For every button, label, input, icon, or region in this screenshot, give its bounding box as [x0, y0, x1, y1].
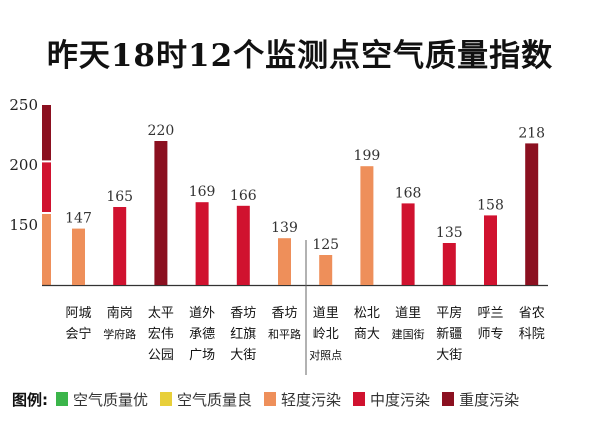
legend-swatch — [56, 392, 68, 406]
y-axis-segment-heavy — [42, 105, 51, 162]
x-tick-label: 香坊 — [271, 306, 297, 321]
x-tick-label: 新疆 — [436, 326, 462, 342]
bar-7 — [360, 166, 374, 285]
bar-2 — [154, 141, 168, 285]
x-tick-label: 和平路 — [268, 328, 301, 341]
bar-6 — [319, 255, 333, 285]
legend-swatch — [264, 392, 277, 406]
x-tick-label: 广场 — [189, 348, 215, 363]
data-label: 218 — [518, 125, 545, 141]
data-label: 139 — [271, 220, 298, 236]
data-label: 220 — [148, 123, 175, 139]
bar-0 — [72, 228, 85, 285]
bar-8 — [401, 203, 415, 285]
y-axis-segment-moderate — [42, 161, 51, 213]
x-tick-label: 承德 — [189, 327, 215, 342]
x-tick-label: 香坊 — [230, 306, 256, 321]
legend-item-moderate: 中度污染 — [353, 389, 430, 410]
x-tick-label: 平房 — [436, 305, 462, 321]
legend-item-heavy: 重度污染 — [442, 389, 519, 410]
x-tick-label: 道里 — [313, 306, 339, 321]
legend-label: 空气质量良 — [177, 390, 253, 409]
x-tick-label: 南岗 — [107, 305, 133, 321]
bar-10 — [484, 215, 497, 285]
legend-label: 中度污染 — [370, 390, 431, 409]
x-tick-label: 建国街 — [392, 327, 425, 341]
bar-3 — [195, 202, 209, 285]
x-tick-label: 道里 — [395, 306, 421, 321]
legend-label: 空气质量优 — [73, 390, 149, 409]
x-tick-label: 商大 — [354, 327, 380, 342]
x-tick-label: 大街 — [230, 348, 256, 363]
x-tick-label: 大街 — [436, 348, 462, 363]
legend-title: 图例: — [12, 390, 48, 409]
y-tick-label: 200 — [9, 156, 38, 174]
x-tick-label: 会宁 — [65, 326, 91, 342]
legend-item-excellent: 空气质量优 — [56, 389, 148, 410]
x-tick-label: 省农 — [519, 306, 545, 321]
legend-item-good: 空气质量良 — [160, 389, 252, 410]
y-tick-label: 250 — [9, 96, 38, 114]
bar-11 — [525, 143, 539, 285]
legend-label: 重度污染 — [459, 390, 520, 409]
data-label: 158 — [477, 197, 504, 213]
y-tick-label: 150 — [9, 216, 38, 234]
data-label: 147 — [65, 211, 92, 227]
data-label: 125 — [312, 237, 339, 253]
bar-5 — [278, 238, 291, 285]
data-label: 166 — [230, 188, 257, 204]
x-tick-label: 呼兰 — [477, 306, 503, 321]
legend-swatch — [160, 392, 173, 406]
x-tick-label: 学府路 — [103, 327, 136, 341]
x-tick-label: 红旗 — [230, 326, 256, 342]
bar-1 — [113, 207, 127, 285]
data-label: 168 — [395, 185, 422, 201]
chart-title: 昨天18时12个监测点空气质量指数 — [46, 38, 554, 74]
bar-4 — [236, 205, 250, 285]
x-tick-label: 师专 — [477, 327, 503, 342]
legend-items: 空气质量优 空气质量良 轻度污染 中度污染 重度污染 — [56, 389, 531, 410]
legend-item-light: 轻度污染 — [264, 389, 341, 410]
x-tick-label: 岭北 — [313, 327, 339, 342]
bar-9 — [442, 243, 456, 285]
x-tick-label: 科院 — [519, 327, 545, 342]
data-label: 165 — [106, 189, 133, 205]
x-tick-label: 公园 — [148, 348, 174, 363]
data-label: 169 — [189, 184, 216, 200]
x-tick-label: 宏伟 — [148, 327, 174, 342]
x-tick-label: 松北 — [354, 306, 380, 321]
legend-label: 轻度污染 — [281, 390, 342, 409]
legend-swatch — [442, 392, 455, 406]
x-tick-label: 道外 — [189, 306, 215, 321]
data-label: 199 — [354, 148, 381, 164]
x-tick-label: 阿城 — [65, 306, 91, 321]
legend-swatch — [353, 392, 366, 406]
legend: 图例: 空气质量优 空气质量良 轻度污染 中度污染 重度污染 — [12, 387, 531, 411]
data-label: 135 — [436, 225, 463, 241]
y-axis-segment-light — [42, 213, 51, 285]
x-tick-label: 对照点 — [309, 348, 342, 362]
x-tick-label: 太平 — [148, 306, 174, 321]
